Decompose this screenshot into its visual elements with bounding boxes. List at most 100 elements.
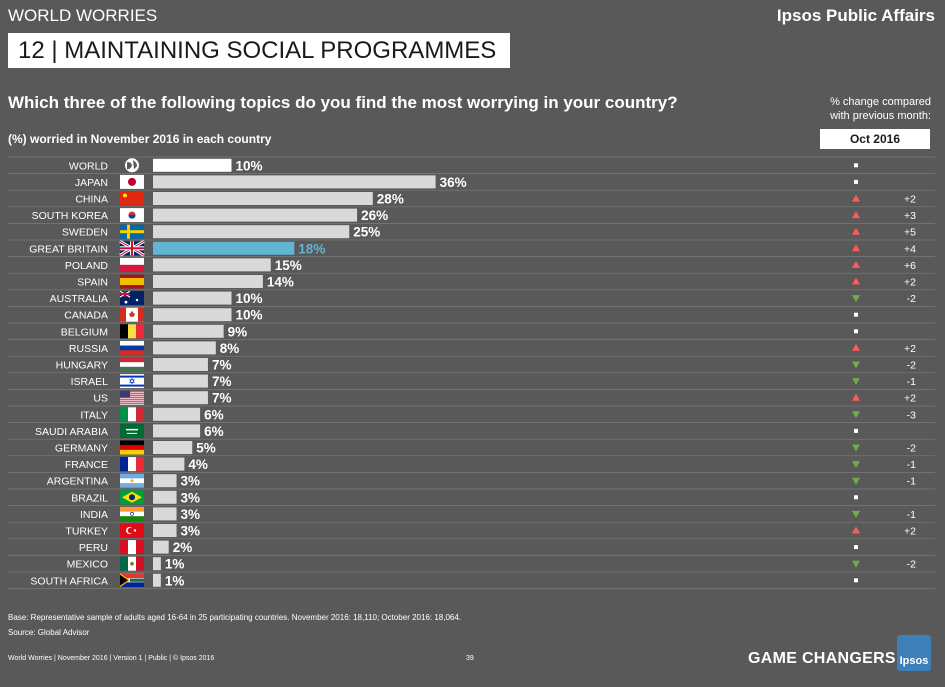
- bar: [153, 308, 232, 322]
- value-label: 3%: [181, 524, 201, 539]
- change-label: -1: [907, 459, 916, 471]
- bar: [153, 391, 208, 405]
- us-flag-icon: [120, 390, 144, 405]
- value-label: 1%: [165, 557, 185, 572]
- down-arrow-icon: [852, 411, 860, 419]
- bar: [153, 192, 373, 205]
- value-label: 15%: [275, 258, 302, 273]
- bar: [153, 540, 169, 554]
- tagline: GAME CHANGERS: [748, 650, 896, 667]
- south-korea-flag-icon: [120, 208, 144, 223]
- value-label: 10%: [236, 308, 263, 323]
- section-label: WORLD WORRIES: [8, 6, 158, 25]
- peru-flag-icon: [120, 540, 144, 555]
- value-label: 10%: [236, 291, 263, 306]
- down-arrow-icon: [852, 461, 860, 469]
- country-label: ARGENTINA: [47, 476, 108, 488]
- page-title: 12 | MAINTAINING SOCIAL PROGRAMMES: [8, 33, 510, 68]
- country-label: PERU: [79, 542, 108, 554]
- change-label: +4: [904, 243, 916, 255]
- comparison-period: Oct 2016: [820, 129, 930, 149]
- bar-chart: WORLD 10% JAPAN 36% CHINA 28% +2 SOUTH KOREA 26%…: [8, 156, 935, 589]
- brazil-flag-icon: [120, 490, 144, 505]
- country-label: WORLD: [69, 160, 109, 172]
- bar: [153, 424, 201, 438]
- change-label: -2: [907, 293, 916, 305]
- up-arrow-icon: [852, 343, 860, 351]
- bar: [153, 407, 201, 421]
- no-change-icon: [854, 545, 858, 550]
- change-label: +3: [904, 210, 916, 222]
- bar: [153, 557, 161, 571]
- hungary-flag-icon: [120, 357, 144, 372]
- bar: [153, 457, 185, 471]
- bar: [153, 241, 295, 255]
- turkey-flag-icon: [120, 523, 144, 538]
- bar: [153, 524, 177, 537]
- russia-flag-icon: [120, 340, 144, 355]
- country-label: SPAIN: [77, 277, 108, 289]
- no-change-icon: [854, 578, 858, 583]
- bar: [153, 225, 350, 239]
- value-label: 26%: [361, 208, 388, 223]
- france-flag-icon: [120, 457, 144, 472]
- country-label: ITALY: [80, 409, 108, 421]
- no-change-icon: [854, 163, 858, 168]
- down-arrow-icon: [852, 477, 860, 485]
- bar: [153, 573, 161, 587]
- argentina-flag-icon: [120, 473, 144, 488]
- country-label: BELGIUM: [61, 326, 108, 338]
- italy-flag-icon: [120, 407, 144, 422]
- country-label: GREAT BRITAIN: [29, 243, 108, 255]
- down-arrow-icon: [852, 295, 860, 303]
- up-arrow-icon: [852, 393, 860, 401]
- change-note-line2: with previous month:: [830, 110, 931, 122]
- sweden-flag-icon: [120, 224, 144, 239]
- value-label: 6%: [204, 407, 224, 422]
- change-label: +2: [904, 194, 916, 206]
- value-label: 4%: [188, 457, 208, 472]
- bar: [153, 490, 177, 504]
- ipsos-logo: Ipsos: [897, 635, 931, 671]
- poland-flag-icon: [120, 257, 144, 272]
- no-change-icon: [854, 179, 858, 184]
- saudi-arabia-flag-icon: [120, 423, 144, 438]
- value-label: 9%: [228, 324, 248, 339]
- up-arrow-icon: [852, 277, 860, 285]
- spain-flag-icon: [120, 274, 144, 289]
- change-label: -2: [907, 443, 916, 455]
- country-label: INDIA: [80, 509, 108, 521]
- bar: [153, 358, 208, 371]
- india-flag-icon: [120, 506, 144, 521]
- up-arrow-icon: [852, 211, 860, 219]
- footnote-base: Base: Representative sample of adults ag…: [8, 613, 462, 622]
- country-label: SOUTH AFRICA: [30, 575, 108, 587]
- value-label: 2%: [173, 540, 193, 555]
- no-change-icon: [854, 329, 858, 334]
- footnote-source: Source: Global Advisor: [8, 628, 90, 637]
- page-number: 39: [466, 655, 474, 662]
- value-label: 7%: [212, 358, 232, 373]
- down-arrow-icon: [852, 444, 860, 452]
- change-label: +2: [904, 277, 916, 289]
- up-arrow-icon: [852, 260, 860, 268]
- value-label: 14%: [267, 275, 294, 290]
- country-label: RUSSIA: [69, 343, 108, 355]
- value-label: 3%: [181, 507, 201, 522]
- bar: [153, 291, 232, 305]
- country-label: GERMANY: [55, 443, 108, 455]
- chart-subtitle: (%) worried in November 2016 in each cou…: [8, 132, 272, 146]
- footer-info: World Worries | November 2016 | Version …: [8, 655, 215, 662]
- change-label: +6: [904, 260, 916, 272]
- bar: [153, 441, 193, 454]
- country-label: SAUDI ARABIA: [35, 426, 108, 438]
- value-label: 1%: [165, 573, 185, 588]
- country-label: SWEDEN: [62, 227, 108, 239]
- value-label: 3%: [181, 490, 201, 505]
- up-arrow-icon: [852, 526, 860, 534]
- value-label: 28%: [377, 192, 404, 207]
- bar: [153, 208, 358, 222]
- change-label: -1: [907, 476, 916, 488]
- down-arrow-icon: [852, 378, 860, 386]
- change-label: +5: [904, 227, 916, 239]
